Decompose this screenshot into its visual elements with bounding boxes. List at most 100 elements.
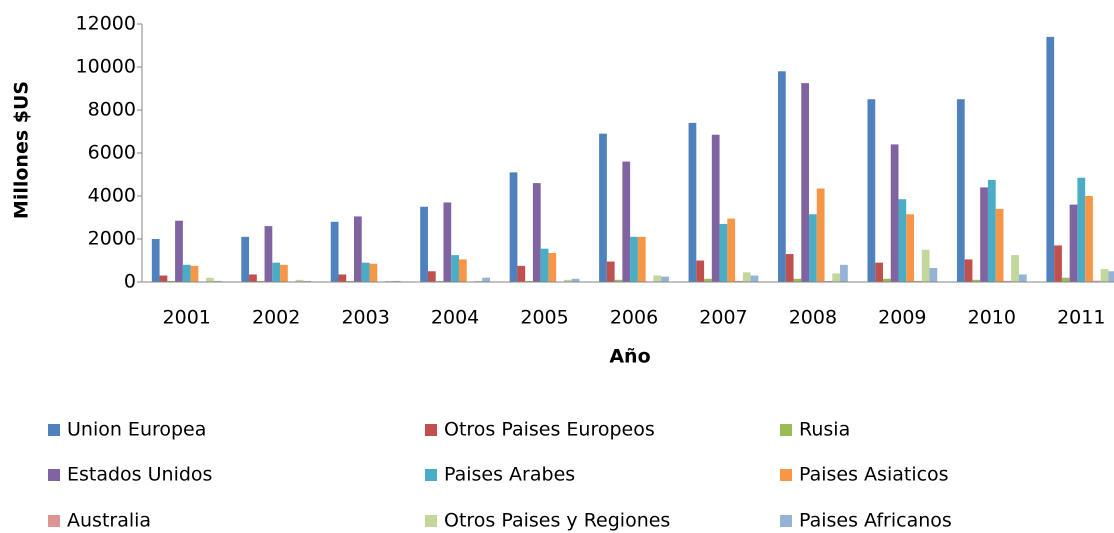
legend-swatch xyxy=(48,515,60,527)
bar xyxy=(1046,36,1055,283)
bar xyxy=(241,236,250,282)
bar xyxy=(361,262,370,282)
bar xyxy=(264,226,273,282)
bar xyxy=(213,280,222,282)
bar xyxy=(540,248,549,282)
bar xyxy=(1018,274,1027,282)
x-tick-label: 2001 xyxy=(163,307,211,329)
bar xyxy=(785,254,794,282)
x-tick-label: 2006 xyxy=(610,307,658,329)
bar xyxy=(346,280,355,282)
bar xyxy=(964,259,973,282)
legend-swatch xyxy=(48,424,60,436)
bar xyxy=(474,280,483,282)
legend-label: Rusia xyxy=(799,419,850,441)
bar xyxy=(742,272,751,282)
legend-label: Union Europea xyxy=(67,419,206,441)
bar xyxy=(750,275,759,282)
bar xyxy=(427,271,436,282)
legend-swatch xyxy=(780,469,792,481)
bar xyxy=(1092,280,1101,282)
legend-swatch xyxy=(425,469,437,481)
bar xyxy=(980,187,988,282)
x-tick-label: 2003 xyxy=(341,307,389,329)
bar xyxy=(1069,204,1078,282)
bar xyxy=(563,279,572,282)
bar xyxy=(295,279,304,282)
bar xyxy=(921,249,930,282)
x-tick-label: 2010 xyxy=(968,307,1016,329)
legend-swatch xyxy=(780,515,792,527)
bar xyxy=(637,236,646,282)
bar xyxy=(1003,280,1012,282)
legend-label: Otros Paises Europeos xyxy=(444,419,655,441)
bar xyxy=(1108,271,1114,282)
bar xyxy=(778,71,786,282)
bar xyxy=(272,262,281,282)
legend-label: Paises Arabes xyxy=(444,464,575,486)
bar xyxy=(249,274,257,282)
bar xyxy=(392,280,401,282)
bar xyxy=(369,263,378,282)
bar xyxy=(451,255,459,282)
y-tick-label: 0 xyxy=(124,271,136,293)
bar xyxy=(1054,245,1062,282)
bar xyxy=(330,221,339,282)
x-tick-label: 2005 xyxy=(520,307,568,329)
bar xyxy=(435,280,444,282)
bar xyxy=(1085,196,1093,282)
bar xyxy=(599,133,607,282)
bar xyxy=(571,278,580,282)
bar xyxy=(882,278,891,282)
bar xyxy=(385,280,393,282)
bar xyxy=(704,278,712,282)
bar xyxy=(735,280,743,282)
bar xyxy=(190,265,199,282)
bar xyxy=(824,280,833,282)
bar xyxy=(840,264,848,282)
bar xyxy=(525,280,533,282)
bar xyxy=(280,264,288,282)
bar xyxy=(206,277,214,282)
bar xyxy=(972,279,981,282)
bar xyxy=(696,260,705,282)
bar xyxy=(1061,277,1070,282)
legend-swatch xyxy=(425,424,437,436)
bar xyxy=(653,275,662,282)
legend-label: Otros Paises y Regiones xyxy=(444,510,670,532)
legend-label: Paises Africanos xyxy=(799,510,952,532)
bar xyxy=(711,134,720,282)
bar xyxy=(867,99,876,282)
bar xyxy=(482,277,490,282)
y-tick-label: 10000 xyxy=(76,56,136,78)
bar xyxy=(688,122,697,283)
bar xyxy=(801,83,810,282)
x-tick-label: 2008 xyxy=(789,307,837,329)
bar xyxy=(182,264,191,282)
bar xyxy=(532,183,541,282)
bar xyxy=(898,199,907,282)
legend-label: Australia xyxy=(67,510,151,532)
bar xyxy=(875,262,883,282)
bar xyxy=(1100,269,1109,282)
bar xyxy=(151,239,160,282)
bar xyxy=(548,252,557,282)
x-tick-label: 2007 xyxy=(699,307,747,329)
x-tick-label: 2004 xyxy=(431,307,479,329)
y-tick-label: 2000 xyxy=(88,228,136,250)
bar xyxy=(1011,255,1019,282)
y-axis-title: Millones $US xyxy=(11,81,33,219)
bar xyxy=(175,220,183,282)
bar xyxy=(338,274,347,282)
bar xyxy=(661,276,669,282)
bar xyxy=(913,280,922,282)
bar xyxy=(622,161,631,282)
x-tick-label: 2011 xyxy=(1057,307,1105,329)
bar xyxy=(303,280,312,282)
bar xyxy=(256,280,265,282)
bar xyxy=(458,259,467,282)
bar xyxy=(159,275,168,282)
y-tick-label: 8000 xyxy=(88,99,136,121)
bar xyxy=(509,172,518,282)
x-tick-label: 2009 xyxy=(878,307,926,329)
